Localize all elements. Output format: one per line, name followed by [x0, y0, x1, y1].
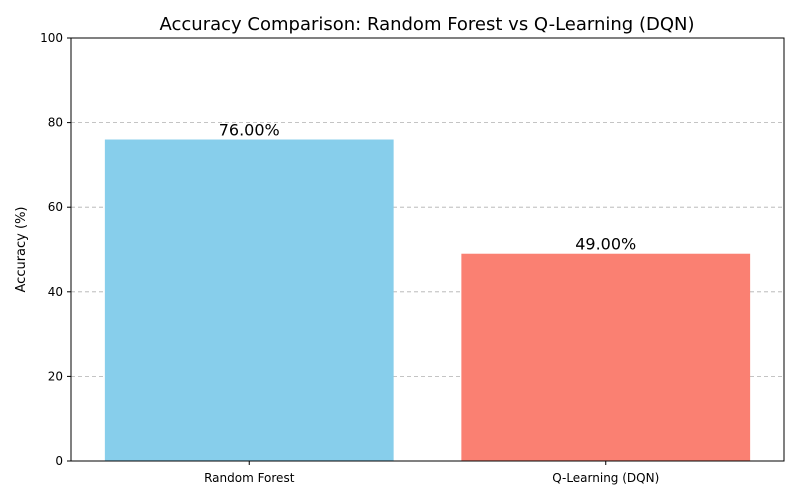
bar-value-label: 76.00%	[219, 121, 280, 140]
bars	[104, 139, 751, 461]
y-tick-label: 60	[48, 200, 63, 214]
x-tick-label: Q-Learning (DQN)	[552, 471, 659, 485]
y-tick-label: 20	[48, 369, 63, 383]
bar	[104, 139, 394, 461]
data-labels: 76.00% 49.00%	[219, 121, 637, 254]
y-tick-label: 40	[48, 285, 63, 299]
chart-title: Accuracy Comparison: Random Forest vs Q-…	[160, 14, 695, 35]
y-tick-label: 80	[48, 116, 63, 130]
y-axis-label: Accuracy (%)	[14, 207, 29, 293]
bar	[461, 253, 751, 461]
y-axis-ticks: 0 20 40 60 80 100	[40, 31, 71, 468]
bar-value-label: 49.00%	[575, 235, 636, 254]
x-tick-label: Random Forest	[204, 471, 295, 485]
y-tick-label: 100	[40, 31, 63, 45]
plot-frame	[70, 37, 785, 462]
x-axis-ticks: Random Forest Q-Learning (DQN)	[204, 461, 659, 485]
y-tick-label: 0	[55, 454, 63, 468]
